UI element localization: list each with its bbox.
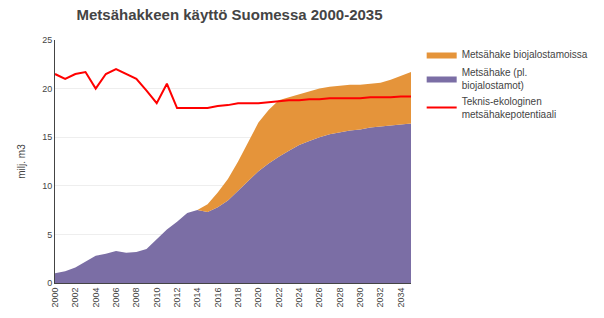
svg-text:25: 25	[42, 35, 52, 45]
svg-text:Metsähake (pl.biojalostamot): Metsähake (pl.biojalostamot)	[462, 67, 528, 91]
svg-text:20: 20	[42, 84, 52, 94]
svg-text:2022: 2022	[274, 288, 284, 308]
svg-text:Metsähakkeen käyttö Suomessa 2: Metsähakkeen käyttö Suomessa 2000-2035	[77, 6, 383, 23]
svg-text:2020: 2020	[253, 288, 263, 308]
svg-text:2004: 2004	[91, 288, 101, 308]
svg-text:2008: 2008	[131, 288, 141, 308]
svg-text:Teknis-ekologinenmetsähakepote: Teknis-ekologinenmetsähakepotentiaali	[462, 96, 557, 120]
svg-text:2012: 2012	[172, 288, 182, 308]
svg-text:5: 5	[47, 230, 52, 240]
svg-text:2018: 2018	[233, 288, 243, 308]
svg-text:2034: 2034	[396, 288, 406, 308]
svg-text:Metsähake biojalostamoissa: Metsähake biojalostamoissa	[462, 49, 588, 60]
svg-text:2000: 2000	[50, 288, 60, 308]
svg-text:2010: 2010	[152, 288, 162, 308]
svg-text:2032: 2032	[375, 288, 385, 308]
svg-text:2028: 2028	[335, 288, 345, 308]
svg-text:2002: 2002	[70, 288, 80, 308]
svg-text:2026: 2026	[314, 288, 324, 308]
svg-text:2016: 2016	[213, 288, 223, 308]
svg-text:10: 10	[42, 181, 52, 191]
svg-text:2014: 2014	[192, 288, 202, 308]
svg-text:milj. m3: milj. m3	[16, 144, 27, 179]
svg-text:2030: 2030	[355, 288, 365, 308]
svg-text:0: 0	[47, 278, 52, 288]
svg-text:2024: 2024	[294, 288, 304, 308]
svg-text:2006: 2006	[111, 288, 121, 308]
svg-text:15: 15	[42, 132, 52, 142]
